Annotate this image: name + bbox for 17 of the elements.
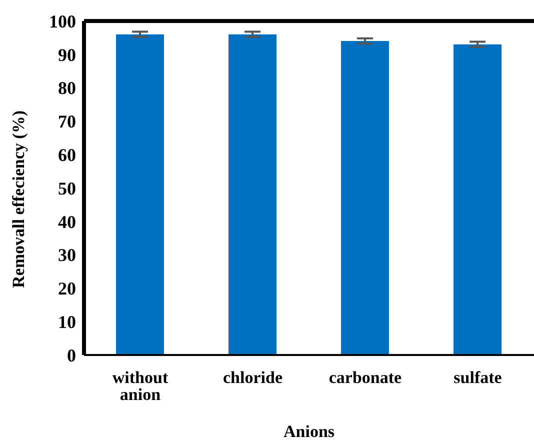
x-tick-label: chloride bbox=[223, 368, 283, 388]
y-tick-label: 40 bbox=[58, 212, 76, 232]
y-tick-label: 70 bbox=[58, 112, 76, 132]
y-tick-label: 100 bbox=[49, 11, 76, 32]
x-tick-label: without anion bbox=[112, 368, 168, 404]
y-axis-title: Removall effeciency (%) bbox=[9, 110, 28, 288]
y-tick-label: 30 bbox=[58, 245, 76, 266]
y-tick-label: 0 bbox=[67, 345, 76, 366]
x-tick-label: sulfate bbox=[454, 368, 502, 388]
y-tick-label: 50 bbox=[58, 178, 76, 198]
y-tick-label: 90 bbox=[58, 44, 76, 65]
y-tick-label: 60 bbox=[58, 144, 76, 165]
y-tick-label: 80 bbox=[58, 78, 76, 98]
x-axis-title: Anions bbox=[283, 422, 335, 441]
x-tick-label: carbonate bbox=[328, 368, 402, 388]
y-tick-label: 10 bbox=[58, 312, 76, 332]
y-tick-label: 20 bbox=[58, 278, 76, 299]
